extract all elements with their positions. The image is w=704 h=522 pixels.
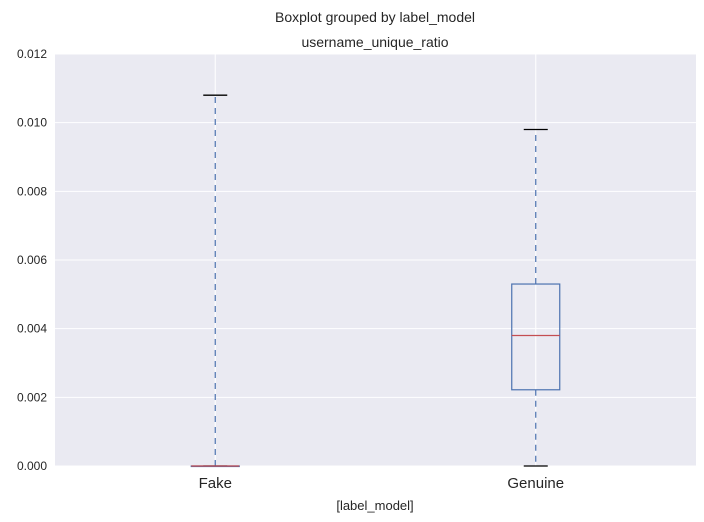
y-tick-label: 0.010 [17,116,47,130]
box-fake [190,94,240,468]
y-tick-label: 0.002 [17,390,47,404]
box-iqr [511,283,561,391]
y-tick-label: 0.006 [17,253,47,267]
y-tick-label: 0.012 [17,47,47,61]
box-genuine [511,128,561,467]
x-axis-label: [label_model] [336,498,413,513]
chart-title: username_unique_ratio [301,34,448,50]
y-tick-label: 0.008 [17,184,47,198]
y-tick-labels: 0.000 0.002 0.004 0.006 0.008 0.010 0.012 [17,47,47,473]
y-tick-label: 0.004 [17,322,47,336]
x-tick-labels: Fake Genuine [199,475,565,492]
y-tick-label: 0.000 [17,459,47,473]
chart-suptitle: Boxplot grouped by label_model [275,9,475,25]
x-tick-label: Fake [199,475,232,492]
boxes-group [190,94,561,468]
x-tick-label: Genuine [507,475,564,492]
